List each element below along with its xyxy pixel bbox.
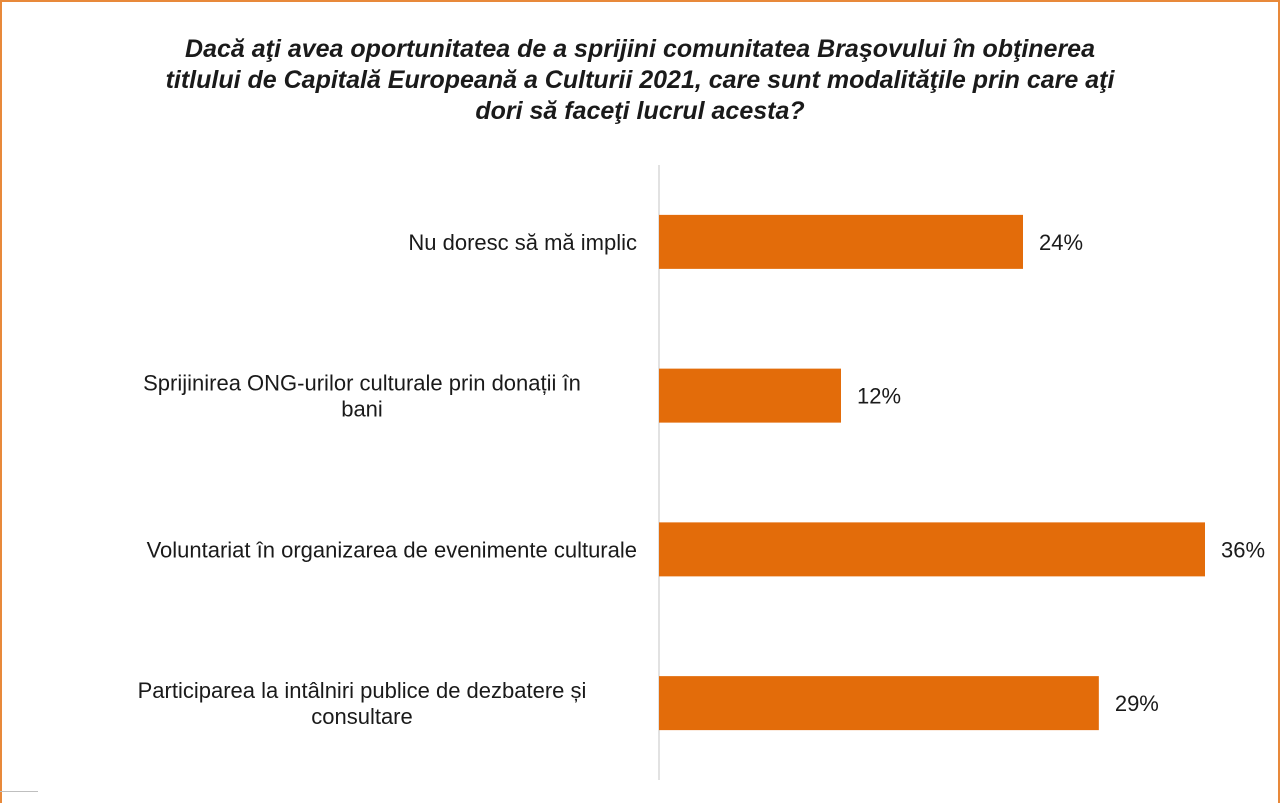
data-label: 36% [1221,537,1265,562]
bar [659,676,1099,731]
bottom-divider [0,791,38,792]
bar [659,522,1205,577]
bar [659,214,1023,269]
bar [659,368,841,423]
data-label: 29% [1115,691,1159,716]
category-label: Voluntariat în organizarea de evenimente… [147,537,637,562]
data-label: 12% [857,384,901,409]
category-label: Participarea la intâlniri publice de dez… [138,678,587,729]
chart-title: Dacă aţi avea oportunitatea de a sprijin… [165,35,1115,125]
category-label: Nu doresc să mă implic [408,230,637,255]
category-label: Sprijinirea ONG-urilor culturale prin do… [143,371,581,422]
data-label: 24% [1039,230,1083,255]
